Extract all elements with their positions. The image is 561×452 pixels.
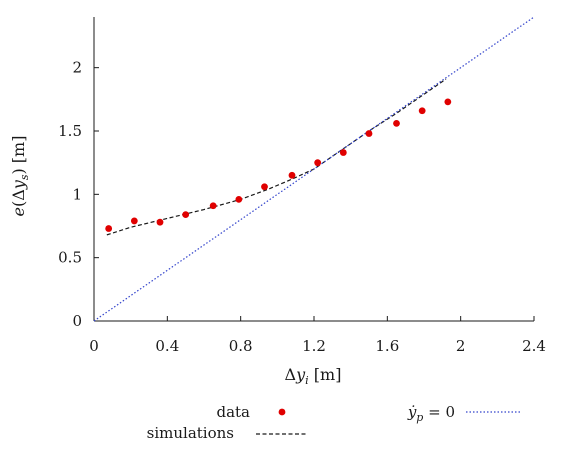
data-point xyxy=(182,211,190,219)
axes: 0 0.4 0.8 1.2 1.6 2 2.4 0 0.5 1 1.5 2 xyxy=(58,17,546,355)
x-tick-label: 0.8 xyxy=(229,337,253,355)
data-point xyxy=(261,183,268,191)
data-point xyxy=(314,159,322,167)
y-tick-label: 0.5 xyxy=(58,249,82,267)
legend-label-data: data xyxy=(216,403,250,421)
legend-label-yp-zero: ẏp = 0 xyxy=(407,403,455,424)
data-point xyxy=(418,107,426,115)
legend: data simulations ẏp = 0 xyxy=(147,403,521,442)
y-tick-label: 1 xyxy=(72,185,82,203)
y-tick-label: 1.5 xyxy=(58,122,82,140)
x-tick-label: 1.2 xyxy=(302,337,326,355)
data-point xyxy=(365,130,373,137)
x-tick-label: 0 xyxy=(89,337,99,355)
data-point xyxy=(235,196,243,203)
x-tick-label: 1.6 xyxy=(375,337,399,355)
series-area xyxy=(93,16,535,322)
y-tick-label: 0 xyxy=(72,312,82,330)
data-point xyxy=(209,202,217,210)
data-point xyxy=(339,149,347,156)
x-tick-label: 0.4 xyxy=(155,337,179,355)
y-tick-label: 2 xyxy=(72,59,82,77)
legend-marker-data xyxy=(278,408,286,416)
y-axis-label: e(Δys) [m] xyxy=(9,136,31,217)
data-point xyxy=(130,217,138,225)
data-point xyxy=(393,120,400,127)
legend-label-simulations: simulations xyxy=(147,424,234,442)
data-point xyxy=(444,98,452,106)
x-tick-label: 2 xyxy=(456,337,466,355)
data-point xyxy=(105,225,113,232)
series-line-yp-zero xyxy=(93,16,535,322)
series-line-simulations xyxy=(106,78,447,236)
data-point xyxy=(288,171,296,179)
data-point xyxy=(156,218,164,226)
x-axis-label: Δyi [m] xyxy=(285,365,342,387)
x-tick-label: 2.4 xyxy=(522,337,546,355)
